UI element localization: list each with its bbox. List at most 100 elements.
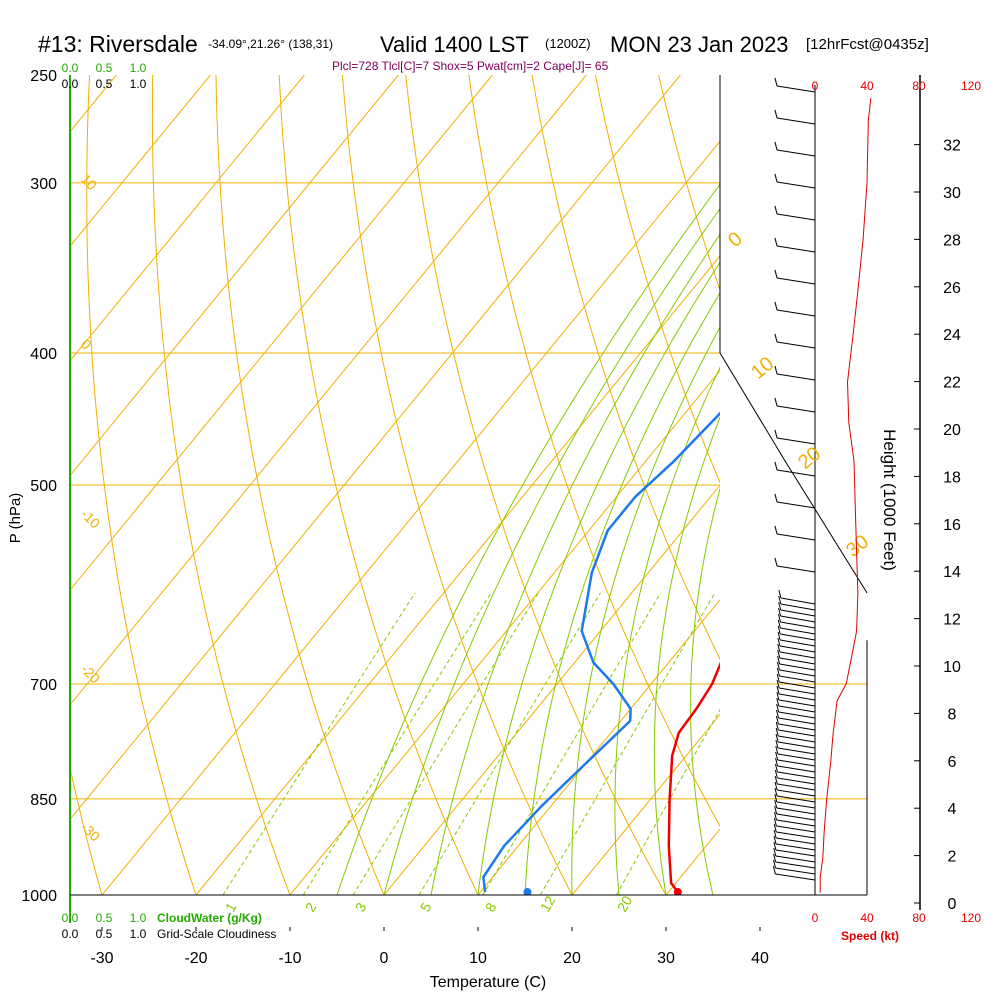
isotherm-line [70, 75, 587, 706]
wind-barb [775, 855, 816, 863]
isotherm-line [383, 484, 720, 895]
height-tick-label: 30 [943, 185, 961, 202]
wind-barb [775, 867, 816, 875]
moist-adiabat-label: 10 [747, 353, 778, 384]
temp-tick-label: -30 [90, 950, 113, 967]
temp-tick-label: -10 [278, 950, 301, 967]
wind-barb [776, 501, 816, 509]
wind-barb-flag [776, 697, 780, 707]
dry-adiabat-label: 10 [78, 171, 100, 193]
height-tick-label: 16 [943, 517, 961, 534]
wind-barb [776, 819, 816, 827]
wind-barb-flag [773, 853, 777, 863]
wind-barb-flag [776, 661, 780, 671]
wind-barb-flag [776, 703, 780, 713]
wind-barb-flag [774, 269, 778, 279]
wind-barb [779, 651, 816, 659]
wind-barb [776, 813, 816, 821]
wind-barb-flag [774, 763, 778, 773]
cloudwater-legend: CloudWater (g/Kg) [157, 911, 262, 925]
pressure-tick-label: 250 [30, 68, 57, 85]
wind-barb [776, 341, 816, 349]
speed-tick-top: 40 [860, 79, 874, 93]
height-tick-label: 14 [943, 564, 961, 581]
wind-barb-flag [772, 865, 776, 875]
wind-barb-flag [775, 733, 779, 743]
height-tick-label: 10 [943, 659, 961, 676]
cloud-scale-bottom-green: 0.5 [96, 911, 113, 925]
wind-barb-flag [778, 595, 782, 605]
height-tick-label: 32 [943, 138, 961, 155]
height-axis-label: Height (1000 Feet) [880, 429, 899, 571]
wind-barb-flag [776, 691, 780, 701]
surface-temperature-dot [673, 888, 682, 895]
wind-barb [776, 437, 816, 445]
pressure-tick-label: 1000 [21, 888, 57, 905]
wind-barb [779, 681, 816, 689]
wind-barb-flag [774, 799, 778, 809]
wind-barb [779, 645, 816, 653]
wind-barb-flag [773, 841, 777, 851]
wind-barb-flag [774, 775, 778, 785]
wind-barb-flag [777, 643, 781, 653]
wind-barb [776, 213, 816, 221]
mixing-ratio-label: 3 [352, 900, 370, 915]
cloud-scale-top-black: 0.0 [62, 77, 79, 91]
wind-barb-flag [774, 237, 778, 247]
wind-barb [778, 711, 816, 719]
wind-barb-flag [776, 709, 780, 719]
height-tick-label: 24 [943, 327, 961, 344]
wind-barb [780, 597, 816, 605]
wind-barb-flag [774, 461, 778, 471]
moist-adiabat-line [383, 207, 720, 895]
wind-barb [776, 309, 816, 317]
wind-barb-flag [775, 757, 779, 767]
cloudiness-legend: Grid-Scale Cloudiness [157, 927, 276, 941]
dry-adiabat-line [151, 75, 291, 895]
sounding-indices: Plcl=728 Tlcl[C]=7 Shox=5 Pwat[cm]=2 Cap… [332, 59, 609, 73]
wind-barb [778, 729, 816, 737]
wind-barb [779, 669, 816, 677]
wind-barb [776, 373, 816, 381]
x-axis-label: Temperature (C) [430, 974, 546, 991]
wind-barb [776, 469, 816, 477]
temp-tick-label: 30 [657, 950, 675, 967]
height-tick-label: 0 [948, 896, 957, 913]
wind-barb-flag [774, 805, 778, 815]
temp-tick-label: 40 [751, 950, 769, 967]
cloud-scale-top-black: 1.0 [130, 77, 147, 91]
wind-barb-flag [774, 365, 778, 375]
height-tick-label: 6 [948, 754, 957, 771]
wind-barb-flag [774, 781, 778, 791]
wind-barb-flag [777, 655, 781, 665]
wind-barb [776, 565, 816, 573]
speed-tick-top: 80 [912, 79, 926, 93]
height-tick-label: 26 [943, 280, 961, 297]
dewpoint-line [482, 411, 720, 893]
height-tick-label: 20 [943, 422, 961, 439]
speed-tick-bottom: 0 [812, 911, 819, 925]
wind-barb [780, 621, 816, 629]
wind-barb-flag [778, 607, 782, 617]
wind-barb [776, 795, 816, 803]
wind-barb [777, 753, 816, 761]
isotherm-line [195, 255, 720, 895]
wind-barb [776, 277, 816, 285]
wind-barb [780, 633, 816, 641]
cloud-scale-bottom-green: 0.0 [62, 911, 79, 925]
dry-adiabat-label: -30 [78, 819, 104, 845]
wind-barb-flag [773, 847, 777, 857]
valid-date: MON 23 Jan 2023 [610, 32, 789, 57]
mixing-ratio-label: 20 [614, 893, 636, 915]
wind-barb-flag [773, 823, 777, 833]
wind-barb [776, 117, 816, 125]
wind-barb [776, 245, 816, 253]
wind-barb [777, 765, 816, 773]
height-tick-label: 2 [948, 849, 957, 866]
height-tick-label: 4 [948, 801, 957, 818]
pressure-tick-label: 500 [30, 478, 57, 495]
moist-adiabat-line [336, 183, 720, 895]
wind-barb [779, 663, 816, 671]
wind-barb [778, 693, 816, 701]
wind-barb [778, 717, 816, 725]
